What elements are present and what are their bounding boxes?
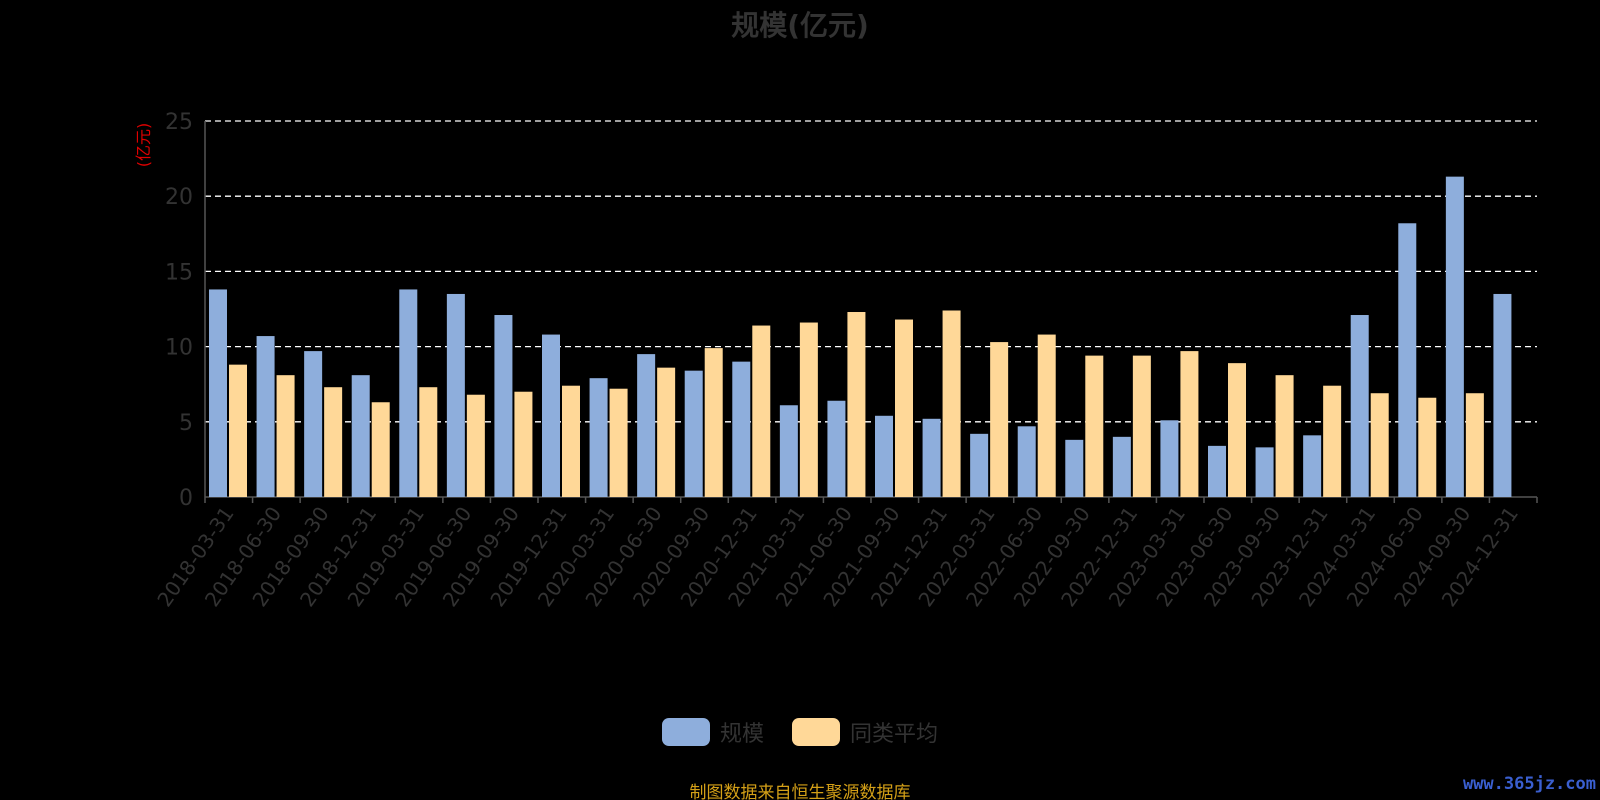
chart-title: 规模(亿元) xyxy=(731,9,869,42)
bar-scale xyxy=(779,405,798,497)
legend-label-scale: 规模 xyxy=(719,722,764,747)
bar-category-average xyxy=(1180,351,1199,497)
bar-category-average xyxy=(895,319,913,497)
site-watermark[interactable]: www.365jz.com xyxy=(1462,774,1596,794)
bar-scale xyxy=(1065,439,1084,497)
bar-category-average xyxy=(942,310,961,497)
y-tick-label: 5 xyxy=(179,411,193,436)
bar-scale xyxy=(1017,426,1036,497)
legend-label-category-average: 同类平均 xyxy=(850,722,939,747)
bar-scale xyxy=(589,378,608,497)
bar-scale xyxy=(446,293,465,497)
bar-category-average xyxy=(419,387,438,497)
bar-scale xyxy=(209,289,227,497)
bar-category-average xyxy=(799,322,818,497)
bar-category-average xyxy=(229,364,247,497)
bar-scale xyxy=(494,315,513,497)
bar-category-average xyxy=(324,387,343,497)
data-source-note: 制图数据来自恒生聚源数据库 xyxy=(689,783,911,800)
bar-scale xyxy=(1303,435,1322,497)
bar-category-average xyxy=(514,391,533,497)
bar-scale xyxy=(304,351,323,497)
legend-item-category-average[interactable]: 同类平均 xyxy=(792,716,938,748)
bar-category-average xyxy=(276,375,295,497)
legend: 规模 同类平均 xyxy=(0,716,1600,748)
legend-swatch-category-average xyxy=(792,718,840,746)
bar-scale xyxy=(875,415,893,497)
legend-item-scale[interactable]: 规模 xyxy=(661,716,764,748)
bar-category-average xyxy=(847,312,866,497)
bar-scale xyxy=(970,433,989,497)
bar-scale xyxy=(1112,436,1131,497)
bar-category-average xyxy=(752,325,771,497)
bar-scale xyxy=(1445,176,1464,497)
bar-scale xyxy=(399,289,418,497)
bar-category-average xyxy=(704,348,723,497)
bar-scale xyxy=(1255,447,1274,497)
legend-swatch-scale xyxy=(661,718,710,746)
y-tick-label: 25 xyxy=(165,110,193,135)
y-tick-label: 0 xyxy=(179,486,193,511)
bar-category-average xyxy=(609,388,628,497)
bar-category-average xyxy=(1275,375,1294,497)
bar-category-average xyxy=(1465,393,1484,497)
bar-scale xyxy=(684,370,703,497)
bar-category-average xyxy=(657,367,676,497)
bar-scale xyxy=(1493,293,1512,497)
bar-category-average xyxy=(990,342,1009,497)
bar-category-average xyxy=(1037,334,1056,497)
bar-category-average xyxy=(1085,355,1104,497)
bar-scale xyxy=(827,400,846,497)
bar-scale xyxy=(351,375,370,497)
y-tick-label: 15 xyxy=(165,260,193,285)
y-tick-label: 20 xyxy=(165,185,193,210)
bar-scale xyxy=(542,334,560,497)
bar-scale xyxy=(1160,420,1179,497)
bar-category-average xyxy=(562,385,580,497)
bar-scale xyxy=(637,354,656,497)
bar-category-average xyxy=(466,394,485,497)
bar-category-average xyxy=(371,402,390,497)
bar-scale xyxy=(256,336,275,497)
bar-scale xyxy=(1350,315,1369,497)
bar-category-average xyxy=(1228,363,1246,497)
bar-category-average xyxy=(1370,393,1389,497)
bar-category-average xyxy=(1132,355,1151,497)
bar-category-average xyxy=(1418,397,1437,497)
bar-scale xyxy=(922,418,941,497)
bar-scale xyxy=(1398,223,1417,497)
y-tick-label: 10 xyxy=(165,336,193,361)
bar-scale xyxy=(1208,445,1226,497)
bar-category-average xyxy=(1323,385,1342,497)
bar-scale xyxy=(732,361,751,497)
